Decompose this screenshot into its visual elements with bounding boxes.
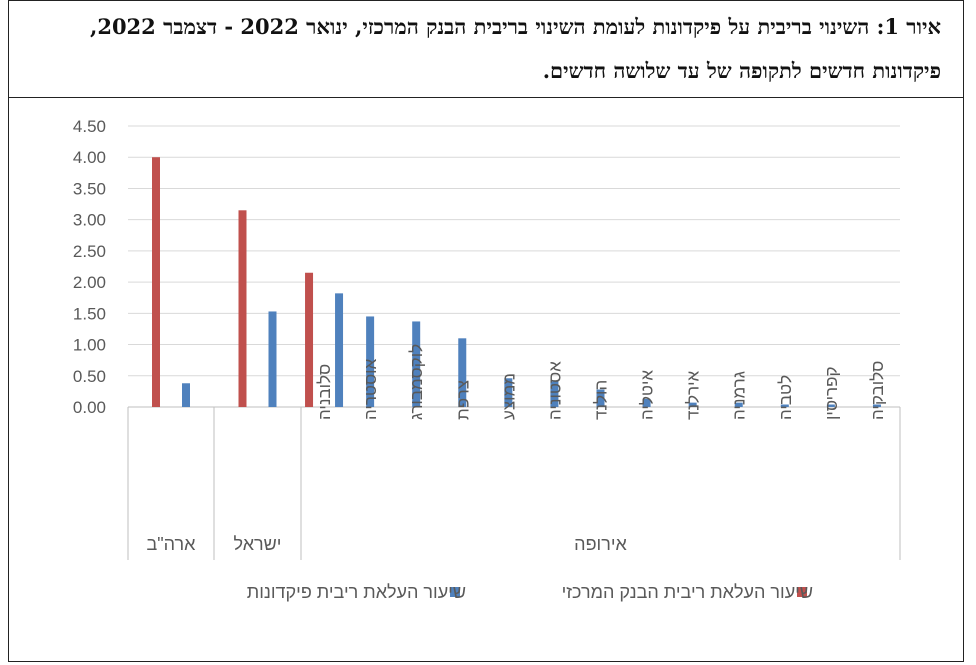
x-category-label: אסטוניה [545, 361, 564, 420]
bar-deposit-rate [872, 404, 881, 407]
x-category-label: סלובניה [315, 364, 334, 420]
bar-deposit-rate [596, 389, 605, 407]
y-tick-label: 4.00 [73, 148, 106, 167]
bar-deposit-rate [412, 321, 421, 407]
x-group-label: ישראל [234, 534, 282, 554]
bar-deposit-rate [550, 381, 559, 407]
bar-deposit-rate [182, 383, 190, 407]
legend-swatch [450, 587, 460, 597]
x-category-label: הולנד [592, 380, 611, 420]
bar-deposit-rate [688, 402, 697, 407]
bar-deposit-rate [780, 404, 789, 407]
y-tick-label: 3.00 [73, 211, 106, 230]
bar-deposit-rate [366, 316, 375, 407]
y-tick-label: 1.50 [73, 304, 106, 323]
x-category-label: ממוצע [499, 373, 518, 420]
y-tick-label: 3.50 [73, 179, 106, 198]
legend-label: שיעור העלאת ריבית פיקדונות [247, 582, 466, 602]
title-box: איור 1: השינוי בריבית על פיקדונות לעומת … [8, 0, 964, 98]
bar-central-bank-rate [305, 272, 314, 407]
y-tick-label: 0.00 [73, 398, 106, 417]
y-tick-label: 0.50 [73, 367, 106, 386]
x-category-label: קפריסין [822, 366, 841, 420]
legend-swatch [797, 587, 807, 597]
y-tick-label: 2.50 [73, 242, 106, 261]
bar-central-bank-rate [152, 157, 160, 407]
bar-deposit-rate [504, 378, 513, 407]
legend-label: שיעור העלאת ריבית הבנק המרכזי [562, 582, 813, 602]
x-category-label: לטביה [776, 375, 795, 420]
figure-title: איור 1: השינוי בריבית על פיקדונות לעומת … [90, 14, 941, 83]
x-category-label: צרפת [453, 380, 472, 420]
bar-central-bank-rate [238, 210, 247, 407]
x-group-label: אירופה [574, 534, 627, 554]
x-category-label: סלובקיה [868, 361, 887, 420]
x-category-label: איטליה [638, 370, 657, 420]
x-group-label: ארה"ב [147, 534, 197, 554]
bar-deposit-rate [335, 293, 344, 407]
x-category-label: אוסטריה [361, 358, 380, 420]
bar-deposit-rate [642, 398, 651, 407]
bar-deposit-rate [826, 404, 835, 407]
x-category-label: גרמניה [730, 371, 749, 420]
x-category-label: אירלנד [684, 370, 703, 420]
y-tick-label: 1.00 [73, 336, 106, 355]
y-tick-label: 4.50 [73, 117, 106, 136]
bar-deposit-rate [734, 402, 743, 407]
x-category-label: לוקסמבורג [407, 344, 426, 420]
bar-deposit-rate [458, 338, 467, 407]
y-tick-label: 2.00 [73, 273, 106, 292]
bar-deposit-rate [268, 311, 277, 407]
